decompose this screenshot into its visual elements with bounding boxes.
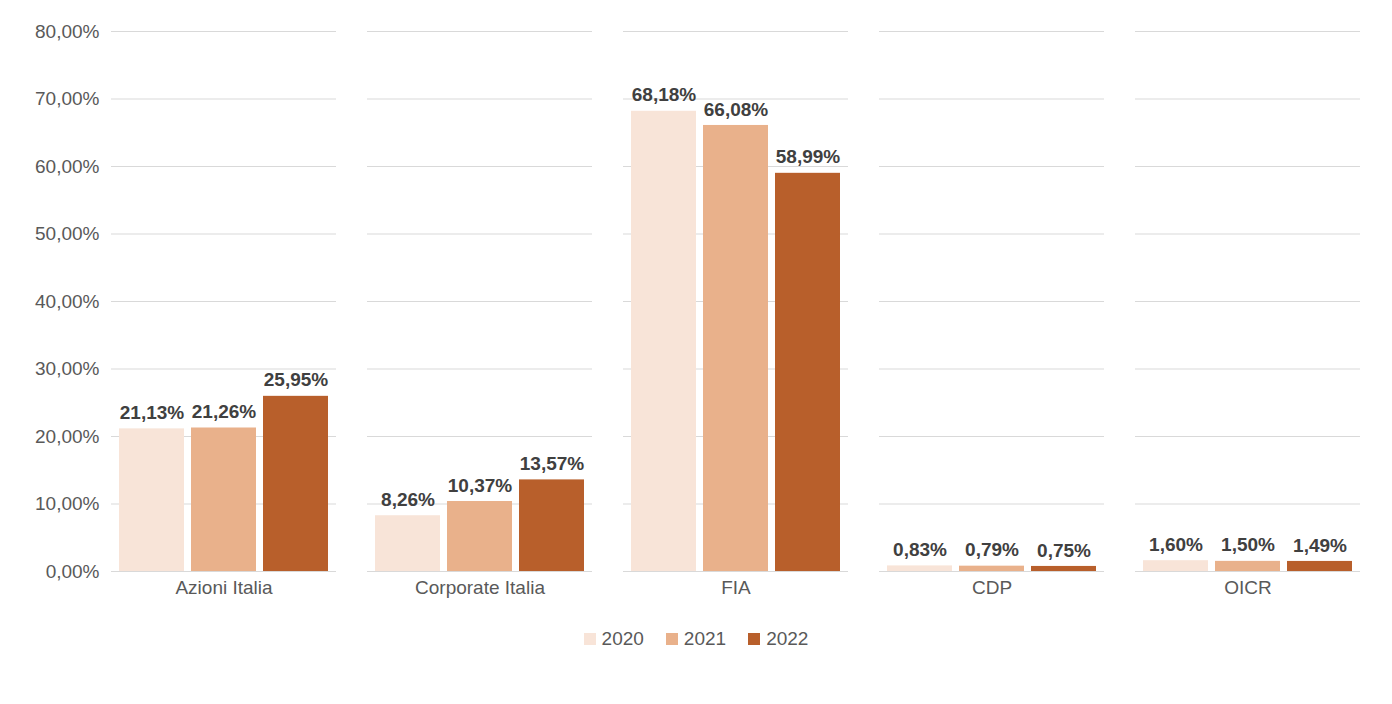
svg-text:0,00%: 0,00% (46, 561, 100, 582)
svg-text:CDP: CDP (972, 577, 1012, 598)
svg-text:13,57%: 13,57% (520, 453, 585, 474)
svg-text:1,49%: 1,49% (1293, 535, 1347, 556)
svg-text:80,00%: 80,00% (35, 21, 100, 42)
svg-text:40,00%: 40,00% (35, 291, 100, 312)
svg-text:FIA: FIA (721, 577, 751, 598)
svg-text:20,00%: 20,00% (35, 426, 100, 447)
svg-text:21,13%: 21,13% (120, 402, 185, 423)
svg-text:8,26%: 8,26% (381, 489, 435, 510)
svg-text:Corporate Italia: Corporate Italia (415, 577, 545, 598)
svg-text:66,08%: 66,08% (704, 99, 769, 120)
svg-text:Azioni Italia: Azioni Italia (175, 577, 273, 598)
svg-text:OICR: OICR (1224, 577, 1272, 598)
svg-text:50,00%: 50,00% (35, 223, 100, 244)
svg-text:70,00%: 70,00% (35, 88, 100, 109)
html-text:2022: 2022 (766, 628, 809, 649)
svg-text:58,99%: 58,99% (776, 146, 841, 167)
svg-text:30,00%: 30,00% (35, 358, 100, 379)
svg-text:0,83%: 0,83% (893, 539, 947, 560)
html-text:2020: 2020 (601, 628, 644, 649)
svg-text:1,60%: 1,60% (1149, 534, 1203, 555)
svg-text:10,00%: 10,00% (35, 493, 100, 514)
svg-text:25,95%: 25,95% (264, 369, 329, 390)
svg-text:68,18%: 68,18% (632, 84, 697, 105)
html-text:2021: 2021 (683, 628, 727, 649)
svg-text:0,75%: 0,75% (1037, 540, 1091, 561)
svg-text:1,50%: 1,50% (1221, 534, 1275, 555)
svg-text:0,79%: 0,79% (965, 539, 1019, 560)
svg-text:60,00%: 60,00% (35, 156, 100, 177)
svg-text:10,37%: 10,37% (448, 475, 513, 496)
svg-text:21,26%: 21,26% (192, 401, 257, 422)
